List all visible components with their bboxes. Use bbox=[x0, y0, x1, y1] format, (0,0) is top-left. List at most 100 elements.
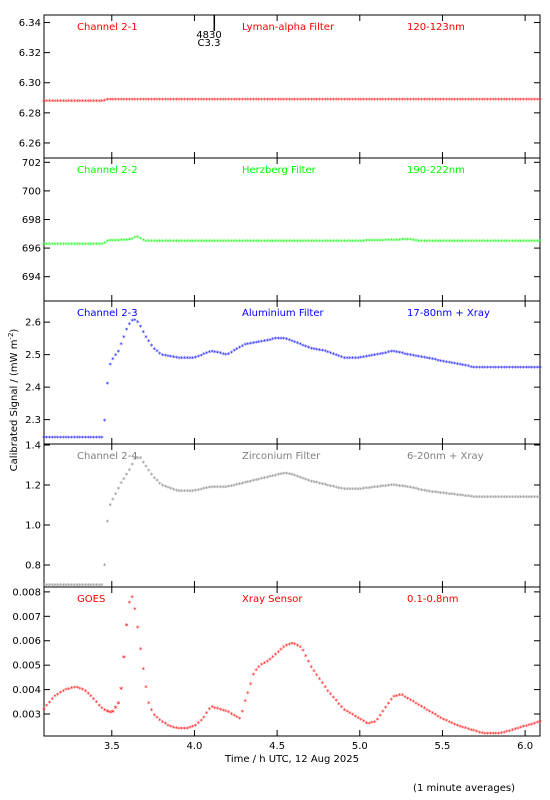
data-point: * bbox=[197, 238, 201, 246]
data-point: * bbox=[323, 96, 327, 104]
data-point: * bbox=[136, 319, 140, 327]
data-point: * bbox=[469, 96, 473, 104]
y-tick-label: 0.008 bbox=[12, 587, 41, 598]
data-point: * bbox=[125, 471, 129, 479]
data-point: * bbox=[128, 96, 132, 104]
data-point: * bbox=[136, 96, 140, 104]
data-point: * bbox=[516, 238, 520, 246]
data-point: * bbox=[387, 349, 391, 357]
data-point: * bbox=[491, 96, 495, 104]
data-point: * bbox=[538, 718, 542, 726]
data-point: * bbox=[395, 96, 399, 104]
data-point: * bbox=[152, 346, 156, 354]
panel-title-middle: Zirconium Filter bbox=[242, 451, 321, 462]
y-tick-label: 0.007 bbox=[12, 612, 41, 623]
series-2: * * * * * * * * * * * * * * * * * * * * * * * * * * * * * * * * * * * * * * * *… bbox=[42, 234, 542, 249]
data-point: * bbox=[409, 697, 413, 705]
data-point: * bbox=[186, 96, 190, 104]
data-point: * bbox=[130, 462, 134, 470]
data-point: * bbox=[483, 494, 487, 502]
y-tick-label: 6.34 bbox=[19, 18, 41, 29]
data-point: * bbox=[414, 700, 418, 708]
data-point: * bbox=[235, 238, 239, 246]
data-point: * bbox=[304, 343, 308, 351]
data-point: * bbox=[453, 721, 457, 729]
data-point: * bbox=[133, 96, 137, 104]
data-point: * bbox=[224, 351, 228, 359]
data-point: * bbox=[191, 724, 195, 732]
data-point: * bbox=[461, 362, 465, 370]
data-point: * bbox=[141, 459, 145, 467]
data-point: * bbox=[373, 352, 377, 360]
data-point: * bbox=[276, 96, 280, 104]
data-point: * bbox=[511, 238, 515, 246]
data-point: * bbox=[86, 98, 90, 106]
data-point: * bbox=[48, 582, 52, 590]
data-point: * bbox=[108, 361, 112, 369]
data-point: * bbox=[172, 724, 176, 732]
data-point: * bbox=[105, 708, 109, 717]
data-point: * bbox=[166, 238, 170, 246]
data-point: * bbox=[323, 684, 327, 692]
data-point: * bbox=[48, 98, 52, 106]
data-point: * bbox=[414, 486, 418, 494]
data-point: * bbox=[326, 96, 330, 104]
data-point: * bbox=[293, 641, 297, 649]
data-point: * bbox=[86, 435, 90, 443]
data-point: * bbox=[296, 340, 300, 348]
data-point: * bbox=[447, 359, 451, 367]
data-point: * bbox=[119, 341, 123, 349]
data-point: * bbox=[378, 484, 382, 492]
data-point: * bbox=[274, 651, 278, 659]
data-point: * bbox=[100, 705, 104, 713]
data-point: * bbox=[122, 654, 126, 663]
series-3: * * * * * * * * * * * * * * * * * * * * * ***** * ***** * * ******… bbox=[42, 317, 542, 443]
data-point: * bbox=[95, 241, 99, 249]
data-point: * bbox=[469, 364, 473, 372]
data-point: * bbox=[450, 96, 454, 104]
data-point: * bbox=[392, 482, 396, 490]
data-point: * bbox=[42, 435, 46, 443]
data-point: * bbox=[241, 238, 245, 246]
data-point: * bbox=[199, 717, 203, 725]
data-point: * bbox=[321, 96, 325, 104]
data-point: * bbox=[202, 96, 206, 104]
data-point: * bbox=[434, 96, 438, 104]
data-point: * bbox=[389, 349, 393, 357]
data-point: * bbox=[59, 582, 63, 590]
data-point: * bbox=[425, 238, 429, 246]
data-point: * bbox=[103, 707, 107, 715]
data-point: * bbox=[409, 352, 413, 360]
y-tick-label: 0.003 bbox=[12, 710, 41, 721]
data-point: * bbox=[356, 715, 360, 723]
panel-frame bbox=[43, 14, 541, 159]
data-point: * bbox=[445, 359, 449, 367]
data-point: * bbox=[221, 351, 225, 359]
data-point: * bbox=[128, 237, 132, 245]
data-point: * bbox=[81, 98, 85, 106]
data-point: * bbox=[469, 493, 473, 501]
data-point: * bbox=[434, 712, 438, 720]
event-marker: 4830 C3.3 bbox=[196, 15, 222, 49]
panel-4: 0.8 1.0 1.2 1.4 Channel 2-4 Zirconium Filter 6… bbox=[25, 441, 542, 591]
data-point: * bbox=[208, 349, 212, 357]
data-point: * bbox=[411, 699, 415, 707]
data-point: * bbox=[139, 236, 143, 244]
data-point: * bbox=[117, 348, 121, 356]
data-point: * bbox=[232, 96, 236, 104]
y-tick-label: 0.004 bbox=[12, 685, 41, 696]
footnote: (1 minute averages) bbox=[413, 783, 515, 794]
data-point: * bbox=[318, 238, 322, 246]
data-point: * bbox=[144, 334, 148, 342]
data-point: * bbox=[310, 345, 314, 353]
data-point: * bbox=[161, 352, 165, 360]
data-point: * bbox=[411, 96, 415, 104]
y-tick-label: 2.3 bbox=[25, 415, 41, 426]
data-point: * bbox=[417, 702, 421, 710]
data-point: * bbox=[524, 96, 528, 104]
data-point: * bbox=[59, 98, 63, 106]
data-point: * bbox=[445, 490, 449, 498]
data-point: * bbox=[519, 238, 523, 246]
data-point: * bbox=[73, 582, 77, 590]
data-point: * bbox=[340, 704, 344, 712]
